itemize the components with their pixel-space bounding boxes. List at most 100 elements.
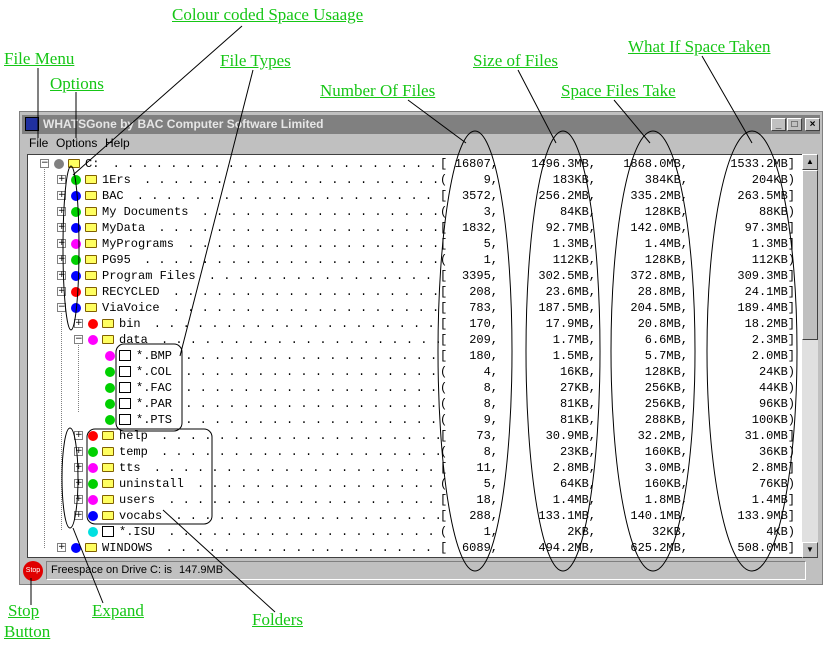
menu-help[interactable]: Help bbox=[105, 136, 130, 150]
leader-dots: . . . . . . . . . . . . . . . . . . . . … bbox=[185, 365, 438, 379]
tree-row[interactable]: + users . . . . . . . . . . . . . . . . .… bbox=[28, 492, 803, 508]
usage-color-dot bbox=[71, 239, 81, 249]
file-count: [1832, bbox=[440, 221, 498, 235]
tree-item-name: *.BMP bbox=[136, 349, 173, 363]
scroll-up-button[interactable]: ▲ bbox=[802, 154, 818, 170]
file-count: (4, bbox=[440, 365, 498, 379]
leader-dots: . . . . . . . . . . . . . . . . . . . . … bbox=[160, 333, 440, 347]
file-count: (1, bbox=[440, 253, 498, 267]
expand-icon[interactable]: + bbox=[57, 270, 66, 280]
expand-icon[interactable]: + bbox=[74, 478, 83, 488]
callout-space-files-take: Space Files Take bbox=[561, 81, 676, 100]
tree-row[interactable]: *.BMP . . . . . . . . . . . . . . . . . … bbox=[28, 348, 803, 364]
tree-row[interactable]: + help . . . . . . . . . . . . . . . . . … bbox=[28, 428, 803, 444]
tree-item-name: tts bbox=[119, 461, 141, 475]
usage-color-dot bbox=[88, 527, 98, 537]
box-folders bbox=[86, 428, 213, 525]
tree-row[interactable]: + MyData . . . . . . . . . . . . . . . . … bbox=[28, 220, 803, 236]
usage-color-dot bbox=[71, 223, 81, 233]
tree-row[interactable]: + temp . . . . . . . . . . . . . . . . . … bbox=[28, 444, 803, 460]
scroll-down-button[interactable]: ▼ bbox=[802, 542, 818, 558]
tree-row[interactable]: *.ISU . . . . . . . . . . . . . . . . . … bbox=[28, 524, 803, 540]
space-taken: 20.8MB, bbox=[637, 317, 688, 331]
tree-row[interactable]: + RECYCLED . . . . . . . . . . . . . . . … bbox=[28, 284, 803, 300]
expand-icon[interactable]: + bbox=[57, 174, 66, 184]
expand-icon[interactable]: + bbox=[57, 238, 66, 248]
tree-row[interactable]: + tts . . . . . . . . . . . . . . . . . .… bbox=[28, 460, 803, 476]
usage-color-dot bbox=[71, 271, 81, 281]
tree-row[interactable]: *.COL . . . . . . . . . . . . . . . . . … bbox=[28, 364, 803, 380]
close-button[interactable]: × bbox=[805, 118, 820, 131]
ellipse-expand bbox=[61, 427, 79, 529]
tree-row[interactable]: +1Ers . . . . . . . . . . . . . . . . . … bbox=[28, 172, 803, 188]
tree-row[interactable]: + WINDOWS . . . . . . . . . . . . . . . .… bbox=[28, 540, 803, 556]
folder-icon bbox=[85, 303, 97, 312]
usage-color-dot bbox=[71, 255, 81, 265]
leader-dots: . . . . . . . . . . . . . . . . . . . . … bbox=[185, 349, 438, 363]
whatif-space: 31.0MB] bbox=[744, 429, 795, 443]
file-type-icon bbox=[119, 350, 131, 361]
file-count: [18, bbox=[440, 493, 498, 507]
collapse-icon[interactable]: − bbox=[74, 334, 83, 344]
leader-dots: . . . . . . . . . . . . . . . . . . . . … bbox=[153, 461, 435, 475]
usage-color-dot bbox=[88, 431, 98, 441]
collapse-icon[interactable]: − bbox=[40, 158, 49, 168]
tree-row[interactable]: + My Documents . . . . . . . . . . . . . … bbox=[28, 204, 803, 220]
file-count: (8, bbox=[440, 381, 498, 395]
folder-icon bbox=[85, 191, 97, 200]
whatif-space: 24.1MB] bbox=[744, 285, 795, 299]
tree-item-name: BAC bbox=[102, 189, 124, 203]
expand-icon[interactable]: + bbox=[57, 206, 66, 216]
leader-dots: . . . . . . . . . . . . . . . . . . . . … bbox=[185, 381, 438, 395]
expand-icon[interactable]: + bbox=[74, 510, 83, 520]
expand-icon[interactable]: + bbox=[74, 462, 83, 472]
callout-expand: Expand bbox=[92, 601, 144, 620]
file-size: 2KB, bbox=[567, 525, 596, 539]
file-count: (5, bbox=[440, 477, 498, 491]
tree-item-name: *.PAR bbox=[136, 397, 173, 411]
tree-row[interactable]: − C: . . . . . . . . . . . . . . . . . . … bbox=[28, 156, 803, 172]
tree-row[interactable]: − ViaVoice . . . . . . . . . . . . . . . … bbox=[28, 300, 803, 316]
file-size: 133.1MB, bbox=[538, 509, 596, 523]
usage-color-dot bbox=[105, 351, 115, 361]
leader-dots: . . . . . . . . . . . . . . . . . . . . … bbox=[208, 269, 440, 283]
tree-row[interactable]: + Program Files . . . . . . . . . . . . .… bbox=[28, 268, 803, 284]
tree-row[interactable]: − data . . . . . . . . . . . . . . . . . … bbox=[28, 332, 803, 348]
expand-icon[interactable]: + bbox=[57, 542, 66, 552]
tree-row[interactable]: *.PAR . . . . . . . . . . . . . . . . . … bbox=[28, 396, 803, 412]
minimize-button[interactable]: _ bbox=[771, 118, 786, 131]
expand-icon[interactable]: + bbox=[57, 190, 66, 200]
tree-row[interactable]: + bin . . . . . . . . . . . . . . . . . .… bbox=[28, 316, 803, 332]
tree-item-name: help bbox=[119, 429, 148, 443]
tree-row[interactable]: + MyPrograms . . . . . . . . . . . . . . … bbox=[28, 236, 803, 252]
folder-tree[interactable]: − C: . . . . . . . . . . . . . . . . . . … bbox=[27, 154, 818, 558]
expand-icon[interactable]: + bbox=[57, 222, 66, 232]
leader-dots: . . . . . . . . . . . . . . . . . . . . … bbox=[185, 397, 438, 411]
tree-item-name: *.ISU bbox=[119, 525, 156, 539]
vertical-scrollbar[interactable]: ▲ ▼ bbox=[802, 154, 818, 558]
tree-row[interactable]: + uninstall . . . . . . . . . . . . . . .… bbox=[28, 476, 803, 492]
expand-icon[interactable]: + bbox=[74, 446, 83, 456]
tree-row[interactable]: *.FAC . . . . . . . . . . . . . . . . . … bbox=[28, 380, 803, 396]
file-type-icon bbox=[119, 366, 131, 377]
maximize-button[interactable]: □ bbox=[787, 118, 802, 131]
folder-icon bbox=[102, 447, 114, 456]
file-type-icon bbox=[119, 382, 131, 393]
expand-icon[interactable]: + bbox=[57, 286, 66, 296]
tree-row[interactable]: + PG95 . . . . . . . . . . . . . . . . . … bbox=[28, 252, 803, 268]
menu-file[interactable]: File bbox=[29, 136, 49, 150]
folder-icon bbox=[102, 495, 114, 504]
title-bar[interactable]: WHATSGone by BAC Computer Software Limit… bbox=[22, 115, 820, 134]
tree-item-name: *.COL bbox=[136, 365, 173, 379]
tree-row[interactable]: *.PTS . . . . . . . . . . . . . . . . . … bbox=[28, 412, 803, 428]
usage-color-dot bbox=[88, 495, 98, 505]
file-count: [73, bbox=[440, 429, 498, 443]
expand-icon[interactable]: + bbox=[74, 494, 83, 504]
folder-icon bbox=[85, 207, 97, 216]
stop-button[interactable]: Stop bbox=[23, 561, 43, 581]
tree-row[interactable]: + BAC . . . . . . . . . . . . . . . . . .… bbox=[28, 188, 803, 204]
menu-options[interactable]: Options bbox=[56, 136, 98, 150]
usage-color-dot bbox=[88, 319, 98, 329]
scroll-thumb[interactable] bbox=[802, 170, 818, 340]
expand-icon[interactable]: + bbox=[57, 254, 66, 264]
